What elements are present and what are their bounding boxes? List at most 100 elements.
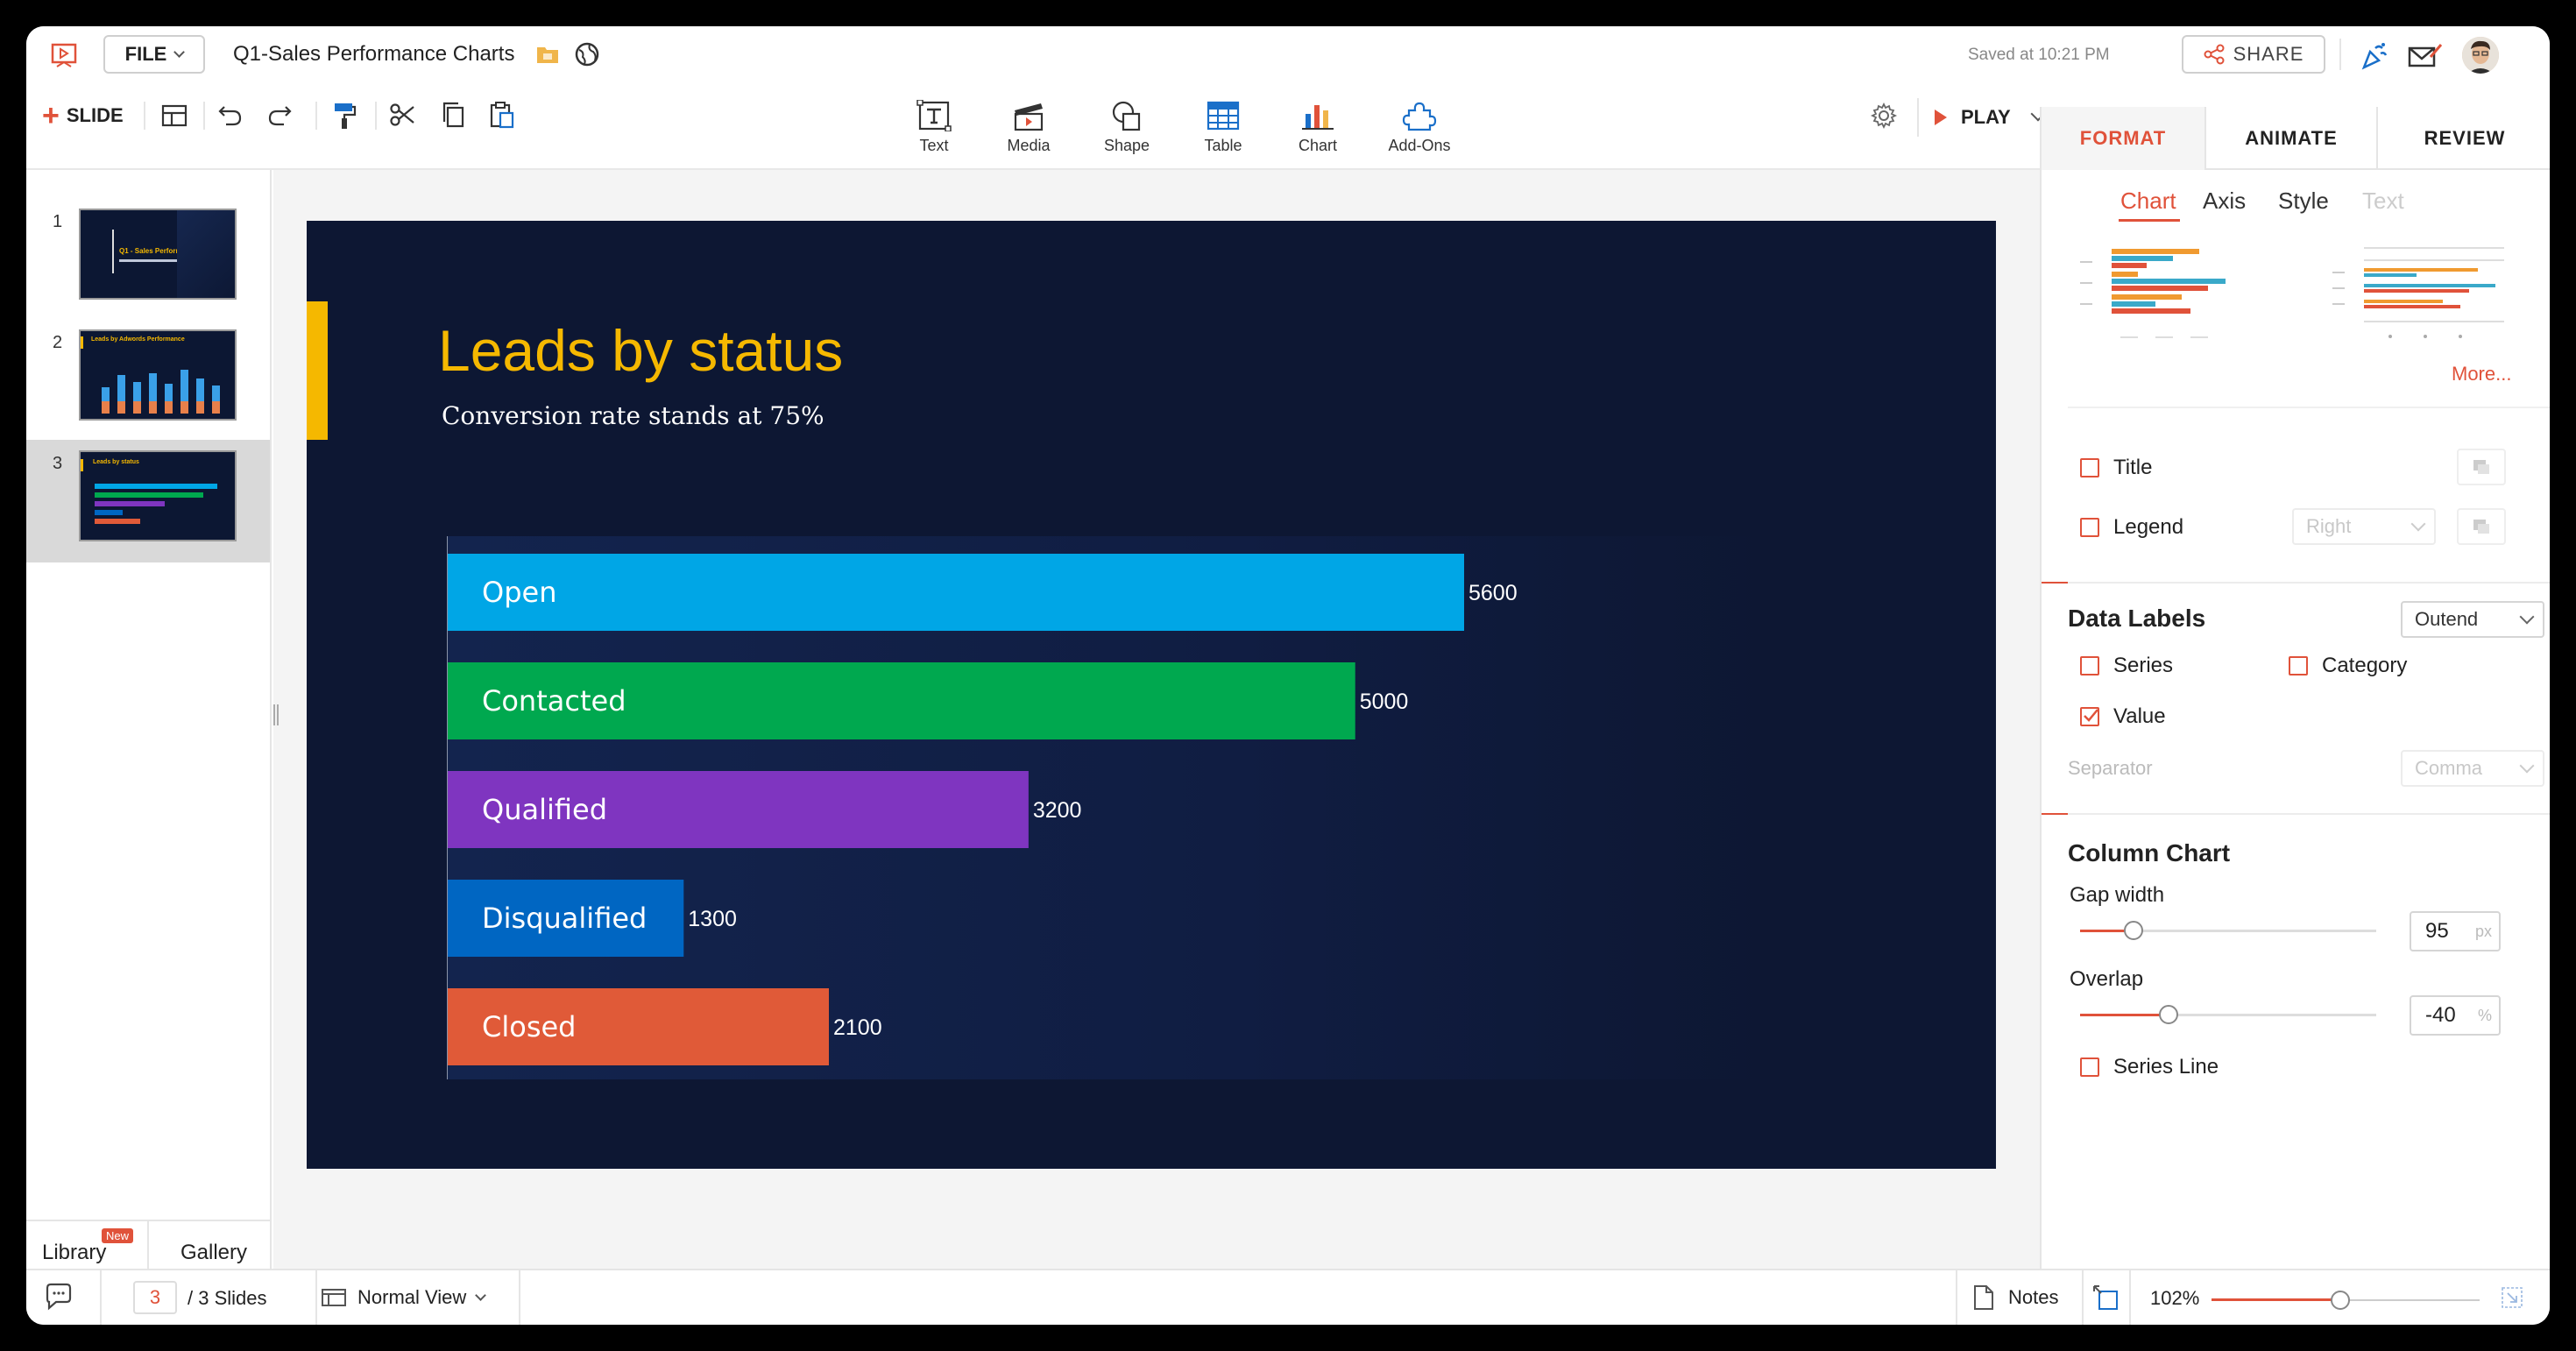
subtab-axis[interactable]: Axis (2203, 187, 2247, 214)
chart-bar-closed[interactable] (448, 988, 829, 1065)
notes-label: Notes (2008, 1286, 2059, 1308)
chart-bar-group[interactable]: Open 5600 (448, 554, 1518, 631)
legend-checkbox[interactable] (2080, 518, 2099, 537)
layout-icon[interactable] (159, 102, 189, 130)
insert-shape-tool[interactable]: Shape (1083, 100, 1171, 161)
insert-addons-tool[interactable]: Add-Ons (1376, 100, 1463, 161)
add-slide-button[interactable]: + SLIDE (42, 98, 124, 133)
chart-value-label: 1300 (688, 907, 737, 931)
overlap-slider-track[interactable] (2080, 1014, 2376, 1016)
comments-icon[interactable] (42, 1281, 75, 1312)
chart-bar-group[interactable]: Disqualified 1300 (448, 880, 737, 957)
insert-text-tool[interactable]: Text (890, 100, 978, 161)
legend-position-value: Right (2306, 515, 2352, 537)
chart-style-preset-1[interactable] (2077, 245, 2252, 343)
library-button[interactable]: Library (42, 1241, 107, 1264)
panel-resize-handle[interactable] (273, 704, 279, 725)
chart-plot-area[interactable]: Open 5600 Contacted 5000 Qualified 3200 Disqua… (446, 536, 1761, 1079)
subtab-style[interactable]: Style (2278, 187, 2329, 214)
category-checkbox[interactable] (2289, 656, 2308, 676)
tab-animate[interactable]: ANIMATE (2204, 107, 2376, 170)
notes-button[interactable]: Notes (1973, 1281, 2058, 1314)
subtab-text: Text (2362, 187, 2404, 214)
whats-new-icon[interactable] (2359, 40, 2390, 72)
insert-media-tool[interactable]: Media (985, 100, 1072, 161)
app-logo-icon[interactable] (49, 40, 79, 70)
play-button[interactable]: PLAY (1933, 103, 2011, 131)
title-checkbox[interactable] (2080, 458, 2099, 477)
value-checkbox[interactable] (2080, 707, 2099, 726)
paste-icon[interactable] (487, 100, 517, 130)
slide-thumbnail-1[interactable]: 1 Q1 - Sales Performance (26, 198, 270, 321)
overlap-label: Overlap (2070, 967, 2144, 991)
undo-icon[interactable] (216, 100, 245, 130)
settings-gear-icon[interactable] (1868, 100, 1900, 131)
text-tool-label: Text (919, 137, 949, 154)
copy-format-icon (2473, 460, 2489, 474)
copy-icon[interactable] (438, 100, 468, 130)
addons-icon (1402, 102, 1437, 131)
divider (147, 1220, 149, 1269)
slide-subtitle[interactable]: Conversion rate stands at 75% (442, 401, 824, 430)
chart-bar-open[interactable] (448, 554, 1464, 631)
more-styles-link[interactable]: More... (2452, 363, 2512, 385)
add-slide-label: SLIDE (66, 104, 124, 126)
view-mode-label: Normal View (357, 1286, 467, 1308)
file-menu-button[interactable]: FILE (103, 35, 205, 74)
chart-value-label: 5600 (1468, 581, 1518, 605)
overlap-input[interactable]: -40% (2410, 995, 2501, 1036)
divider (2042, 582, 2550, 584)
divider (144, 102, 145, 130)
fullscreen-icon[interactable] (2499, 1284, 2525, 1311)
slide-thumbnail-2[interactable]: 2 Leads by Adwords Performance (26, 319, 270, 442)
chart-bar-disqualified[interactable] (448, 880, 684, 957)
gallery-button[interactable]: Gallery (180, 1241, 248, 1264)
chart-bar-contacted[interactable] (448, 662, 1355, 739)
document-title[interactable]: Q1-Sales Performance Charts (233, 42, 515, 66)
series-checkbox[interactable] (2080, 656, 2099, 676)
title-label: Title (2113, 456, 2153, 479)
divider (100, 1270, 102, 1325)
chart-category-label: Qualified (482, 793, 607, 826)
insert-table-tool[interactable]: Table (1179, 100, 1267, 161)
zoom-level[interactable]: 102% (2150, 1287, 2200, 1309)
gap-width-input[interactable]: 95 px (2410, 911, 2501, 951)
chart-bar-group[interactable]: Closed 2100 (448, 988, 882, 1065)
globe-icon[interactable] (573, 40, 601, 68)
zoom-slider-fill (2212, 1298, 2340, 1301)
insert-chart-tool[interactable]: Chart (1274, 100, 1362, 161)
folder-icon[interactable] (534, 42, 561, 67)
overlap-slider-handle[interactable] (2159, 1005, 2178, 1024)
notes-icon (1974, 1285, 1993, 1310)
format-painter-icon[interactable] (329, 100, 359, 131)
leads-by-status-chart[interactable]: Open 5600 Contacted 5000 Qualified 3200 Disqua… (446, 536, 1761, 1079)
data-labels-position-select[interactable]: Outend (2401, 601, 2544, 638)
feedback-mail-icon[interactable] (2408, 40, 2443, 72)
slide-preview: Q1 - Sales Performance (79, 209, 237, 300)
chart-style-preset-2[interactable] (2329, 245, 2513, 343)
series-line-checkbox[interactable] (2080, 1057, 2099, 1077)
view-mode-select[interactable]: Normal View (321, 1281, 487, 1314)
chart-bar-qualified[interactable] (448, 771, 1029, 848)
value-label: Value (2113, 704, 2166, 728)
tab-review[interactable]: REVIEW (2376, 107, 2550, 170)
slide-title[interactable]: Leads by status (438, 318, 844, 383)
slide-thumbnail-3[interactable]: 3 Leads by status (26, 440, 270, 562)
gap-width-slider-handle[interactable] (2124, 921, 2143, 940)
chart-bar-group[interactable]: Contacted 5000 (448, 662, 1408, 739)
current-slide-input[interactable]: 3 (133, 1281, 177, 1314)
divider (1956, 1270, 1957, 1325)
fit-to-screen-icon[interactable] (2091, 1283, 2120, 1312)
redo-icon[interactable] (265, 100, 294, 130)
gap-width-slider-track[interactable] (2080, 930, 2376, 932)
cut-icon[interactable] (387, 100, 417, 130)
zoom-slider-handle[interactable] (2331, 1291, 2350, 1310)
subtab-chart[interactable]: Chart (2120, 187, 2176, 214)
divider (375, 102, 377, 130)
user-avatar[interactable] (2462, 37, 2499, 74)
slide[interactable]: Leads by status Conversion rate stands a… (307, 221, 1996, 1169)
category-label: Category (2322, 654, 2408, 677)
tab-format[interactable]: FORMAT (2042, 107, 2204, 170)
share-button[interactable]: SHARE (2182, 35, 2325, 74)
chart-bar-group[interactable]: Qualified 3200 (448, 771, 1081, 848)
